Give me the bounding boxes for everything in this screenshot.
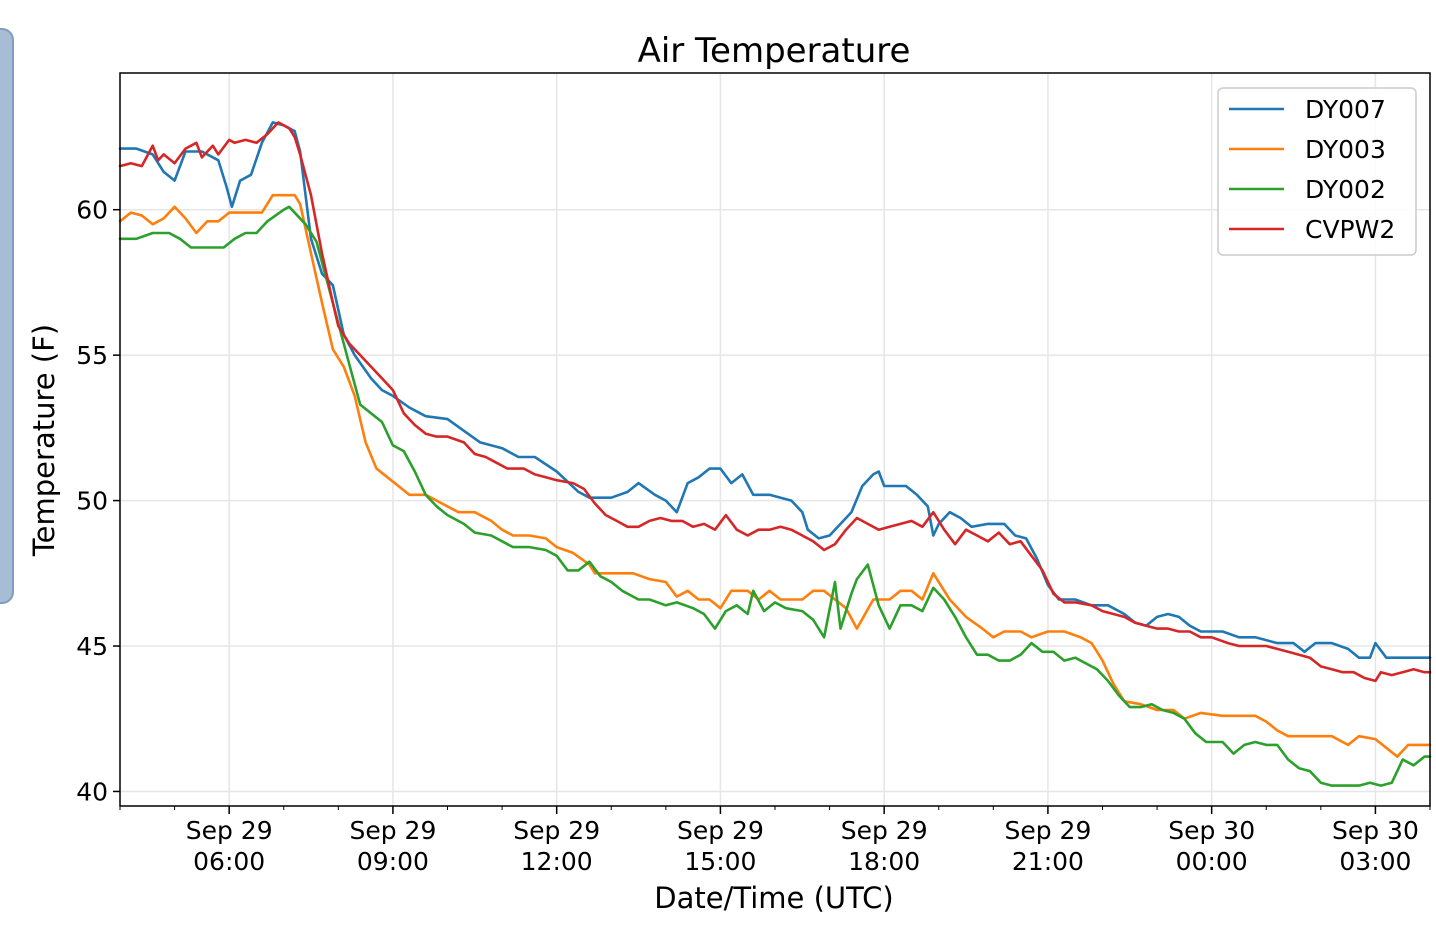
x-tick-label-date: Sep 29 — [513, 816, 600, 845]
series-line-cvpw2 — [118, 121, 1432, 683]
x-tick-label-date: Sep 29 — [1004, 816, 1091, 845]
x-tick-label-date: Sep 29 — [186, 816, 273, 845]
x-tick-label-time: 18:00 — [848, 847, 920, 876]
legend-box — [1217, 87, 1417, 256]
x-tick-label-time: 06:00 — [193, 847, 265, 876]
x-tick-label-date: Sep 29 — [841, 816, 928, 845]
x-axis-label: Date/Time (UTC) — [654, 881, 893, 915]
x-tick-label-date: Sep 29 — [677, 816, 764, 845]
y-tick-label: 45 — [76, 632, 108, 661]
x-tick-label-time: 15:00 — [684, 847, 756, 876]
grid — [120, 73, 1430, 806]
y-tick-label: 40 — [76, 777, 108, 806]
legend-label: DY007 — [1305, 95, 1386, 124]
legend: DY007 DY003 DY002 CVPW2 — [1217, 87, 1417, 256]
y-tick-label: 55 — [76, 341, 108, 370]
legend-label: DY003 — [1305, 135, 1386, 164]
y-tick-label: 60 — [76, 196, 108, 225]
y-axis-label: Temperature (F) — [27, 324, 61, 557]
legend-label: CVPW2 — [1305, 215, 1395, 244]
x-tick-label-time: 09:00 — [357, 847, 429, 876]
x-tick-label-date: Sep 29 — [349, 816, 436, 845]
chart-title: Air Temperature — [638, 31, 911, 71]
series-lines — [118, 121, 1432, 787]
x-tick-label-time: 21:00 — [1012, 847, 1084, 876]
y-tick-label: 50 — [76, 487, 108, 516]
x-tick-label-date: Sep 30 — [1168, 816, 1255, 845]
x-tick-label-date: Sep 30 — [1332, 816, 1419, 845]
series-line-dy007 — [118, 121, 1432, 660]
series-line-dy003 — [118, 193, 1432, 758]
x-tick-label-time: 12:00 — [521, 847, 593, 876]
legend-label: DY002 — [1305, 175, 1386, 204]
x-tick-label-time: 03:00 — [1339, 847, 1411, 876]
series-line-dy002 — [118, 205, 1432, 787]
x-tick-label-time: 00:00 — [1176, 847, 1248, 876]
